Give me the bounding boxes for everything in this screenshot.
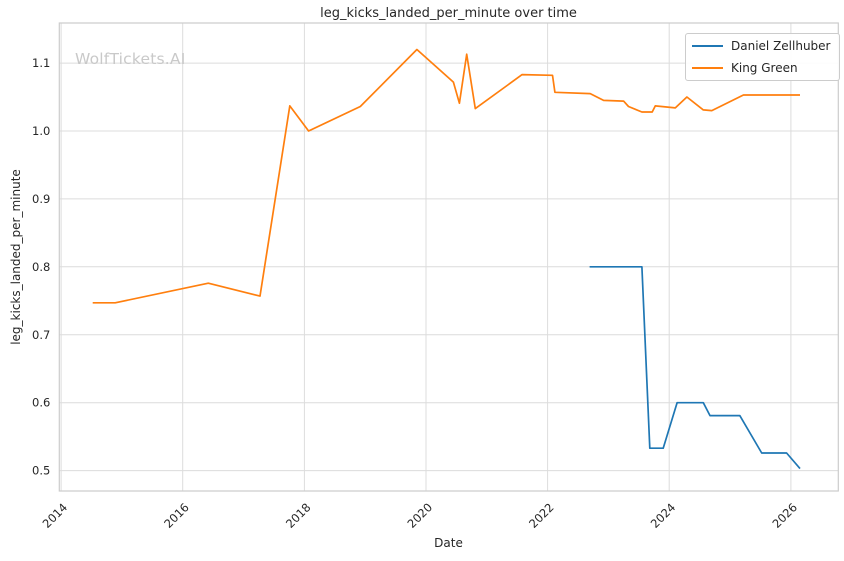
series-line-0: [589, 265, 801, 470]
legend-line-swatch: [692, 45, 723, 47]
y-tick-label: 1.0: [32, 124, 50, 138]
y-tick-label: 0.5: [32, 464, 50, 478]
legend-item: Daniel Zellhuber: [692, 35, 830, 57]
y-tick-label: 1.1: [32, 56, 50, 70]
y-tick-label: 0.8: [32, 260, 50, 274]
y-tick-label: 0.7: [32, 328, 50, 342]
x-tick-label: 2016: [161, 500, 192, 531]
x-tick-label: 2020: [405, 500, 436, 531]
x-tick-label: 2026: [769, 500, 800, 531]
x-tick-label: 2022: [526, 500, 557, 531]
x-axis-label: Date: [434, 536, 463, 550]
legend: Daniel Zellhuber King Green: [685, 33, 841, 81]
legend-item: King Green: [692, 57, 830, 79]
x-tick-label: 2018: [283, 500, 314, 531]
y-tick-label: 0.9: [32, 192, 50, 206]
x-tick-label: 2024: [648, 500, 679, 531]
chart-title: leg_kicks_landed_per_minute over time: [320, 6, 577, 21]
legend-label: King Green: [731, 61, 798, 75]
x-tick-label: 2014: [40, 500, 71, 531]
legend-label: Daniel Zellhuber: [731, 39, 831, 53]
plot-border: [58, 22, 839, 492]
y-axis-label: leg_kicks_landed_per_minute: [9, 169, 23, 345]
watermark-text: WolfTickets.AI: [75, 50, 186, 68]
series-line-1: [92, 48, 800, 304]
y-tick-label: 0.6: [32, 396, 50, 410]
legend-line-swatch: [692, 67, 723, 69]
